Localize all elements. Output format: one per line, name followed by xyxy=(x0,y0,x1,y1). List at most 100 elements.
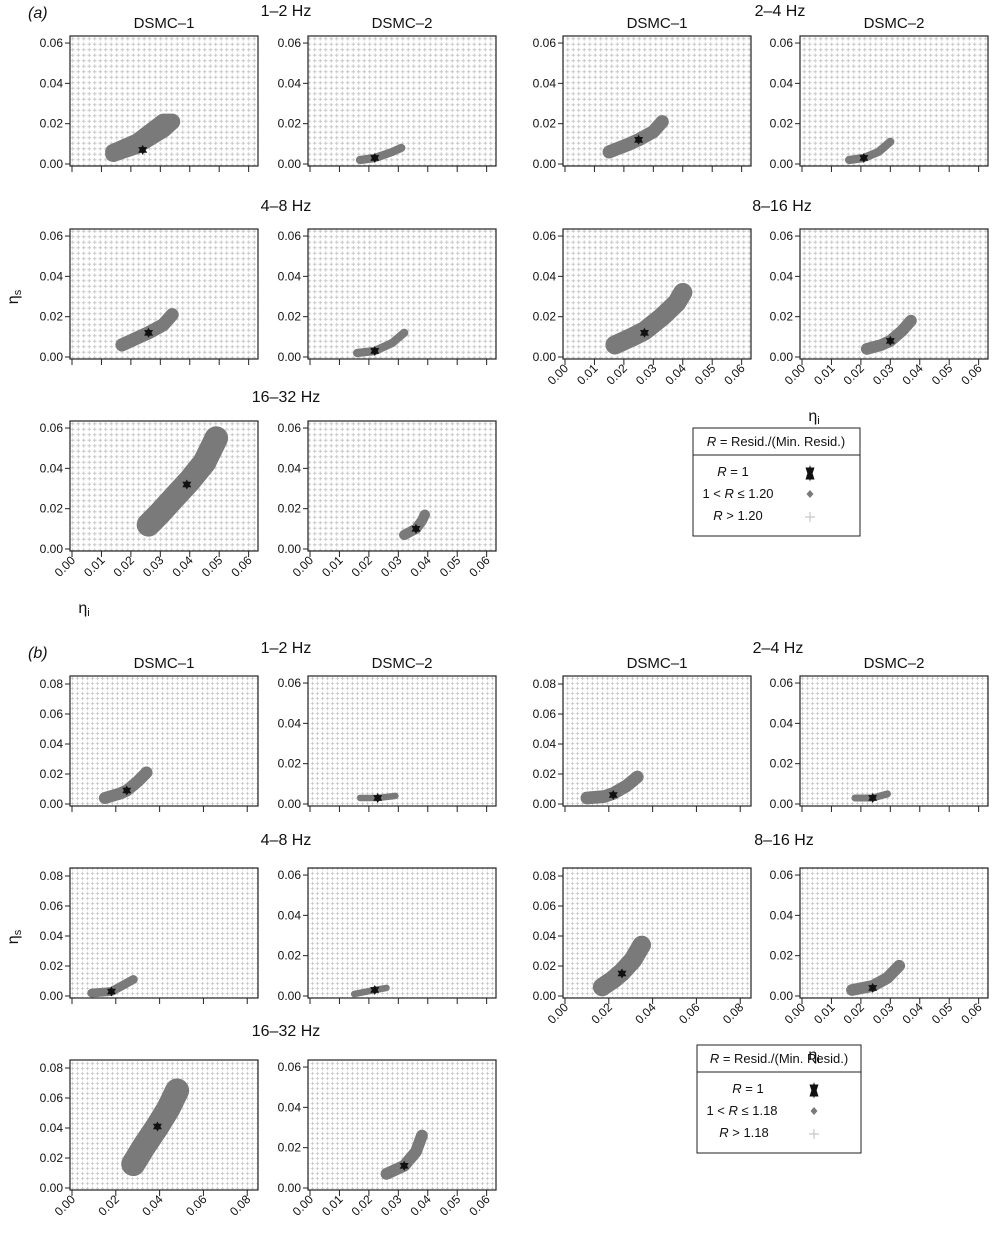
y-tick-label: 0.02 xyxy=(278,1141,302,1155)
legend-b-row-1-label: R = 1 xyxy=(732,1081,763,1096)
x-tick-label: 0.00 xyxy=(52,553,79,580)
y-tick-label: 0.00 xyxy=(770,350,794,364)
x-tick-label: 0.01 xyxy=(81,553,108,580)
best-fit-star xyxy=(373,792,383,803)
x-tick-label: 0.02 xyxy=(841,1000,868,1027)
plot-frame xyxy=(307,1059,497,1191)
y-tick-label: 0.06 xyxy=(278,229,302,243)
x-tick-label: 0.05 xyxy=(199,553,226,580)
region-markers xyxy=(105,113,181,162)
y-tick-label: 0.02 xyxy=(533,767,557,781)
y-tick-label: 0.04 xyxy=(40,1121,64,1135)
x-tick-label: 0.05 xyxy=(929,361,956,388)
y-tick-label: 0.02 xyxy=(40,767,64,781)
subplots: 0.00 0.02 0.04 0.06 DSMC–1 0.00 0.02 0.04 0.06 DS… xyxy=(40,15,989,1219)
subplot-b-13: 0.00 0.02 0.04 0.06 DSMC–2 xyxy=(770,655,989,812)
grid-markers xyxy=(70,36,258,166)
region-markers xyxy=(844,137,895,165)
x-axis-label-symbol: η xyxy=(808,408,817,425)
y-tick-label: 0.04 xyxy=(770,908,794,922)
best-fit-star xyxy=(138,144,148,155)
y-tick-label: 0.02 xyxy=(770,757,794,771)
best-fit-star xyxy=(868,982,878,993)
x-tick-label: 0.06 xyxy=(183,1192,210,1219)
best-fit-star xyxy=(639,327,649,338)
region-markers xyxy=(846,959,906,996)
y-tick-label: 0.06 xyxy=(40,707,64,721)
y-tick-label: 0.04 xyxy=(770,76,794,90)
y-tick-label: 0.02 xyxy=(770,949,794,963)
x-tick-label: 0.05 xyxy=(437,1192,464,1219)
grid-markers xyxy=(563,868,751,998)
x-tick-label: 0.06 xyxy=(676,1000,703,1027)
y-tick-label: 0.04 xyxy=(278,269,302,283)
x-tick-label: 0.04 xyxy=(407,1192,434,1219)
y-tick-label: 0.06 xyxy=(278,36,302,50)
y-tick-label: 0.04 xyxy=(533,76,557,90)
y-tick-label: 0.04 xyxy=(533,269,557,283)
y-tick-label: 0.02 xyxy=(278,757,302,771)
y-tick-label: 0.06 xyxy=(533,707,557,721)
best-fit-star xyxy=(617,968,627,979)
best-fit-star xyxy=(152,1121,162,1132)
band-title-b-2-4hz: 2–4 Hz xyxy=(753,640,804,657)
best-fit-star xyxy=(608,790,618,800)
subplot-a-5: 0.00 0.02 0.04 0.06 xyxy=(278,228,497,365)
y-tick-label: 0.00 xyxy=(40,350,64,364)
plot-frame xyxy=(307,420,497,552)
x-axis-label-subscript: i xyxy=(817,415,819,427)
subplot-a-0: 0.00 0.02 0.04 0.06 DSMC–1 xyxy=(40,15,259,172)
plot-frame xyxy=(69,420,259,552)
x-tick-label: 0.06 xyxy=(958,1000,985,1027)
legend-b-header: R = Resid./(Min. Resid.) xyxy=(710,1051,848,1066)
x-tick-label: 0.01 xyxy=(319,553,346,580)
subplot-a-4: 0.00 0.02 0.04 0.06 xyxy=(40,228,259,365)
y-tick-label: 0.04 xyxy=(40,269,64,283)
x-axis-label: ηi xyxy=(808,1047,819,1066)
grid-markers xyxy=(70,676,258,806)
subplot-b-11: 0.00 0.02 0.04 0.06 DSMC–2 xyxy=(278,655,497,812)
x-axis-label-subscript: i xyxy=(817,1054,819,1066)
y-tick-label: 0.00 xyxy=(278,797,302,811)
y-tick-label: 0.00 xyxy=(278,1181,302,1195)
plot-frame xyxy=(307,675,497,807)
grid-markers xyxy=(70,421,258,551)
band-title-a-2-4hz: 2–4 Hz xyxy=(755,3,806,20)
x-tick-label: 0.01 xyxy=(319,1192,346,1219)
y-tick-label: 0.02 xyxy=(278,310,302,324)
grid-markers xyxy=(563,676,751,806)
subplot-title: DSMC–1 xyxy=(627,655,688,672)
y-tick-label: 0.00 xyxy=(40,157,64,171)
plot-frame xyxy=(69,867,259,999)
x-tick-label: 0.04 xyxy=(632,1000,659,1027)
y-tick-label: 0.04 xyxy=(40,929,64,943)
y-tick-label: 0.06 xyxy=(40,229,64,243)
band-title-a-16-32hz: 16–32 Hz xyxy=(252,389,321,406)
subplot-a-2: 0.00 0.02 0.04 0.06 DSMC–1 xyxy=(533,15,752,172)
grid-markers xyxy=(70,229,258,359)
y-tick-label: 0.06 xyxy=(770,36,794,50)
grid-markers xyxy=(70,868,258,998)
x-tick-label: 0.05 xyxy=(929,1000,956,1027)
y-tick-label: 0.04 xyxy=(40,76,64,90)
y-tick-label: 0.06 xyxy=(40,1091,64,1105)
y-tick-label: 0.06 xyxy=(278,1060,302,1074)
plot-frame xyxy=(69,228,259,360)
y-tick-label: 0.04 xyxy=(40,737,64,751)
subplot-title: DSMC–1 xyxy=(627,15,688,32)
x-tick-label: 0.01 xyxy=(811,1000,838,1027)
subplot-b-10: 0.00 0.02 0.04 0.06 0.08 DSMC–1 xyxy=(40,655,259,812)
y-tick-label: 0.06 xyxy=(533,36,557,50)
y-tick-label: 0.06 xyxy=(40,421,64,435)
y-tick-label: 0.02 xyxy=(533,959,557,973)
plot-frame xyxy=(307,35,497,167)
panel-label-a: (a) xyxy=(28,5,48,22)
region-markers xyxy=(136,426,229,537)
x-tick-label: 0.05 xyxy=(437,553,464,580)
best-fit-star xyxy=(106,986,116,997)
x-tick-label: 0.06 xyxy=(721,361,748,388)
x-axis-label-symbol: η xyxy=(808,1047,817,1064)
y-tick-label: 0.04 xyxy=(278,76,302,90)
y-tick-label: 0.02 xyxy=(770,117,794,131)
